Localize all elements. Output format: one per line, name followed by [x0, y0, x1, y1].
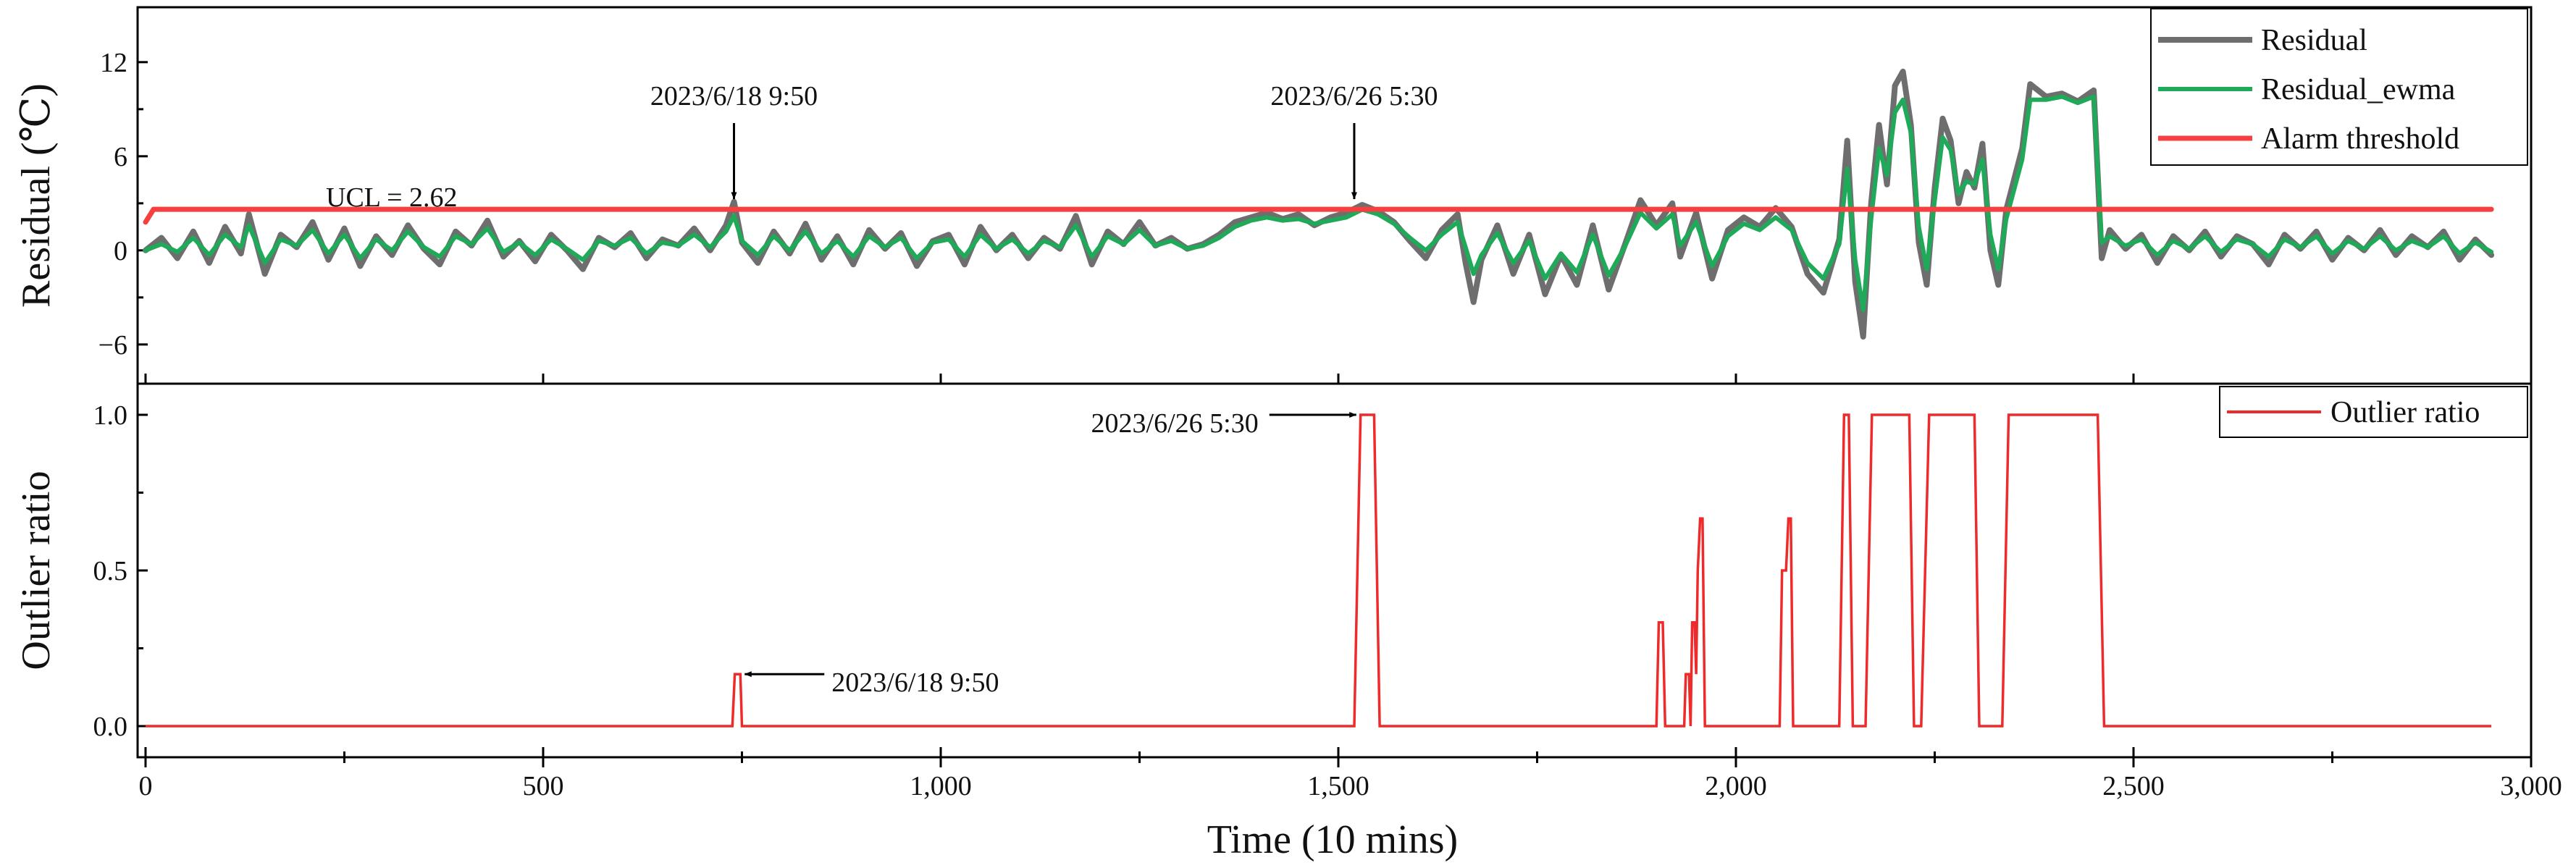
outlier-x-ticks: 0 500 1,000 1,500 2,000 2,500 3,000	[138, 747, 2562, 801]
outlier-series-group	[146, 413, 2492, 728]
x-tick-label: 500	[522, 771, 563, 801]
x-tick-label: 1,500	[1307, 771, 1369, 801]
x-tick-label: 3,000	[2500, 771, 2562, 801]
outlier-y-tick-label: 0.0	[93, 712, 128, 742]
residual-y-tick-label: 0	[114, 236, 127, 266]
outlier-y-axis-title: Outlier ratio	[14, 471, 59, 670]
residual-legend: Residual Residual_ewma Alarm threshold	[2150, 8, 2528, 166]
residual-y-tick-label: 6	[114, 142, 127, 172]
residual-legend-label: Alarm threshold	[2261, 122, 2459, 156]
x-tick-label: 2,500	[2102, 771, 2165, 801]
residual-legend-label: Residual_ewma	[2261, 73, 2456, 106]
outlier-annotation-label: 2023/6/26 5:30	[1091, 408, 1259, 439]
outlier-panel: 0.00.51.0 0 500 1,000 1,500 2,000 2,500 3,000 …	[14, 382, 2562, 862]
x-tick-label: 2,000	[1705, 771, 1767, 801]
outlier-y-tick-label: 1.0	[93, 400, 128, 431]
series-line-alarm-threshold	[143, 206, 2494, 225]
residual-annotation-label: 2023/6/26 5:30	[1270, 81, 1438, 111]
residual-panel: 12 6 0 −6 UCL = 2.62 2023/6/18 9:50 2023/6/2…	[14, 6, 2533, 385]
residual-y-tick-label: −6	[98, 330, 127, 361]
residual-annotation-label: 2023/6/18 9:50	[650, 81, 818, 111]
residual-plot-frame	[136, 6, 2533, 385]
ucl-label: UCL = 2.62	[326, 182, 458, 213]
residual-y-ticks: 12 6 0 −6	[98, 48, 148, 361]
series-line-residual-ewma	[143, 94, 2494, 313]
series-line-outlier-ratio	[146, 413, 2492, 728]
residual-y-axis-title: Residual (℃)	[14, 83, 59, 308]
outlier-annotations: 2023/6/26 5:30 2023/6/18 9:50	[744, 408, 1357, 698]
x-tick-label: 1,000	[910, 771, 972, 801]
x-axis-title: Time (10 mins)	[1207, 817, 1458, 862]
residual-x-ticks	[144, 374, 2533, 384]
residual-series-group	[143, 68, 2495, 340]
residual-annotations: 2023/6/18 9:50 2023/6/26 5:30	[650, 81, 1438, 200]
outlier-legend-label: Outlier ratio	[2330, 396, 2480, 429]
x-tick-label: 0	[138, 771, 152, 801]
outlier-annotation-label: 2023/6/18 9:50	[831, 667, 999, 698]
outlier-plot-frame	[136, 382, 2533, 759]
outlier-y-tick-label: 0.5	[93, 556, 128, 586]
residual-legend-label: Residual	[2261, 24, 2367, 57]
outlier-legend: Outlier ratio	[2219, 386, 2528, 438]
outlier-y-ticks: 0.0 0.5 1.0	[93, 400, 148, 742]
residual-y-tick-label: 12	[100, 48, 127, 78]
